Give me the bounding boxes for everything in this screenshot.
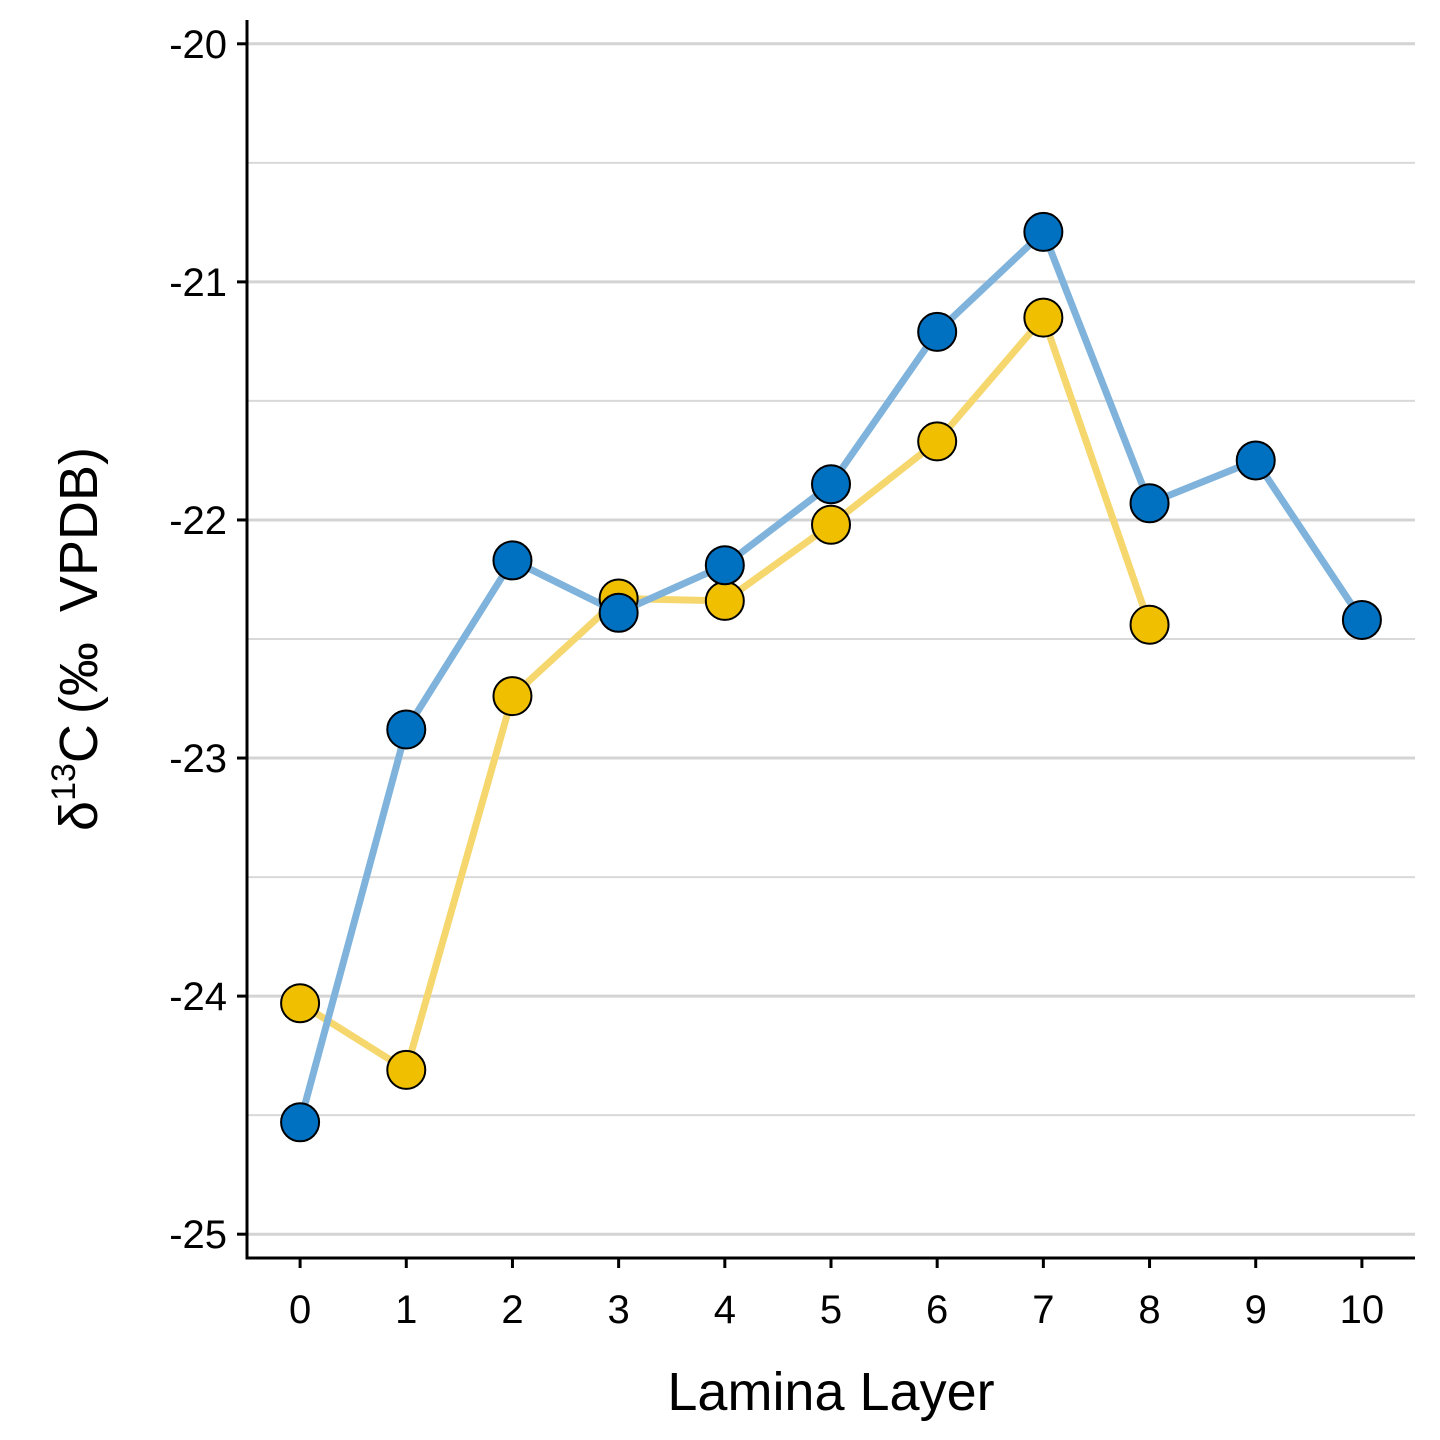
series-lines: [296, 228, 1366, 1126]
x-tick-label: 1: [395, 1288, 417, 1332]
x-axis-title: Lamina Layer: [667, 1362, 994, 1422]
y-tick-label: -22: [169, 499, 227, 543]
y-axis-title-element: C: [49, 724, 109, 763]
series-1-point: [811, 504, 851, 545]
y-tick-label: -21: [169, 261, 227, 305]
series-2-point: [1023, 211, 1064, 252]
y-axis-title-unit: (‰ VPDB): [49, 447, 109, 714]
x-tick-label: 0: [289, 1288, 311, 1332]
x-tick-label: 9: [1245, 1288, 1267, 1332]
series-1-point: [917, 421, 958, 462]
y-tick-label: -24: [169, 975, 227, 1019]
x-tick-label: 2: [501, 1288, 523, 1332]
series-2-line: [296, 228, 1366, 1126]
series-points: [280, 211, 1382, 1143]
series-2-point: [1341, 599, 1382, 640]
y-tick-label: -25: [169, 1213, 227, 1257]
series-1-point: [1023, 297, 1064, 338]
series-2-point: [598, 592, 639, 633]
y-tick-label: -20: [169, 23, 227, 67]
x-axis-ticks: 0 1 2 3 4 5 6 7 8 9 10: [289, 1258, 1384, 1332]
y-axis-title-prefix: δ: [49, 801, 109, 831]
x-tick-label: 5: [820, 1288, 842, 1332]
x-tick-label: 4: [714, 1288, 736, 1332]
y-axis-title: δ13C (‰ VPDB): [45, 447, 109, 831]
x-tick-label: 6: [926, 1288, 948, 1332]
series-2-point: [1235, 440, 1276, 481]
series-2-point: [917, 311, 958, 352]
x-tick-label: 8: [1138, 1288, 1160, 1332]
series-2-point: [811, 464, 851, 505]
series-2-point: [492, 540, 533, 581]
grid-lines: [247, 42, 1415, 1236]
series-2-point: [704, 545, 745, 586]
x-tick-label: 10: [1340, 1288, 1385, 1332]
y-tick-label: -23: [169, 737, 227, 781]
x-tick-label: 7: [1032, 1288, 1054, 1332]
y-axis-title-superscript: 13: [45, 763, 83, 801]
series-1-point: [492, 676, 533, 717]
series-2-point: [1129, 483, 1170, 524]
series-1-point: [280, 983, 321, 1024]
series-2-point: [280, 1102, 321, 1143]
y-axis-ticks: -20 -21 -22 -23 -24 -25: [169, 23, 247, 1257]
x-tick-label: 3: [608, 1288, 630, 1332]
series-1-point: [386, 1049, 427, 1090]
series-1-point: [704, 580, 745, 621]
series-2-point: [386, 709, 427, 750]
series-1-point: [1129, 604, 1170, 645]
